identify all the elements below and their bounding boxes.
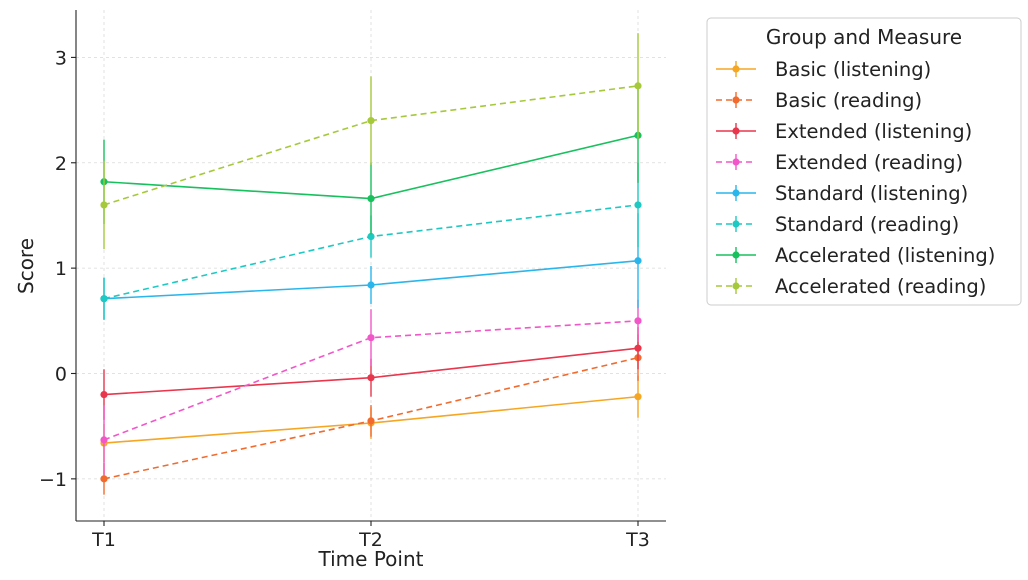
legend-title: Group and Measure [766,25,962,49]
data-point [634,201,642,209]
series-1 [100,334,642,495]
data-point [100,295,108,303]
data-point [634,317,642,325]
x-tick-label: T3 [625,529,650,551]
y-tick-label: 1 [55,258,67,280]
legend-entries: Basic (listening) Basic (reading) Extended… [716,58,995,298]
legend-swatch-marker [732,96,740,104]
series-7 [100,33,642,250]
y-tick-label: 2 [55,153,67,175]
legend-swatch-marker [732,158,740,166]
legend-label: Basic (listening) [775,58,931,81]
axes: −1 0 1 2 3 T1 T2 T3 [39,10,666,551]
x-axis-label: Time Point [318,547,424,571]
legend-swatch-marker [732,251,740,259]
y-tick-label: 0 [55,363,67,385]
legend-swatch-marker [732,189,740,197]
legend-label: Extended (reading) [775,151,963,174]
legend-swatch-marker [732,65,740,73]
legend-swatch-marker [732,220,740,228]
data-point [367,117,375,125]
data-point [100,201,108,209]
series-line [103,85,639,206]
series-layer [100,33,642,495]
x-tick-label: T1 [91,529,116,551]
legend-label: Standard (reading) [775,213,959,236]
data-point [634,393,642,401]
data-point [367,232,375,241]
legend-entry: Basic (reading) [716,89,922,112]
data-point [367,334,375,342]
y-tick-label: −1 [39,469,67,491]
legend-entry: Extended (listening) [716,120,972,143]
legend-swatch-marker [732,127,740,135]
legend-entry: Accelerated (reading) [716,275,986,298]
data-point [634,344,642,352]
legend-label: Basic (reading) [775,89,922,112]
legend-swatch-marker [732,282,740,290]
legend: Group and Measure Basic (listening)Basic… [706,17,1022,306]
y-axis-label: Score [14,238,38,294]
data-point [634,82,642,90]
data-point [100,475,108,483]
y-tick-label: 3 [55,47,67,69]
legend-entry: Standard (listening) [716,182,968,205]
data-point [367,281,375,289]
data-point [634,257,642,265]
data-point [100,436,108,444]
series-3 [100,299,642,475]
legend-entry: Accelerated (listening) [716,244,995,267]
data-point [367,374,375,382]
legend-label: Extended (listening) [775,120,972,143]
data-point [367,417,375,425]
legend-frame [706,17,1022,306]
x-tick-label: T2 [358,529,383,551]
data-point [367,194,375,203]
legend-label: Standard (listening) [775,182,968,205]
legend-entry: Standard (reading) [716,213,959,236]
legend-label: Accelerated (reading) [775,275,986,298]
data-point [100,390,108,399]
legend-entry: Extended (reading) [716,151,963,174]
legend-label: Accelerated (listening) [775,244,995,267]
axis-labels: Time Point Score [14,238,424,571]
legend-entry: Basic (listening) [716,58,931,81]
